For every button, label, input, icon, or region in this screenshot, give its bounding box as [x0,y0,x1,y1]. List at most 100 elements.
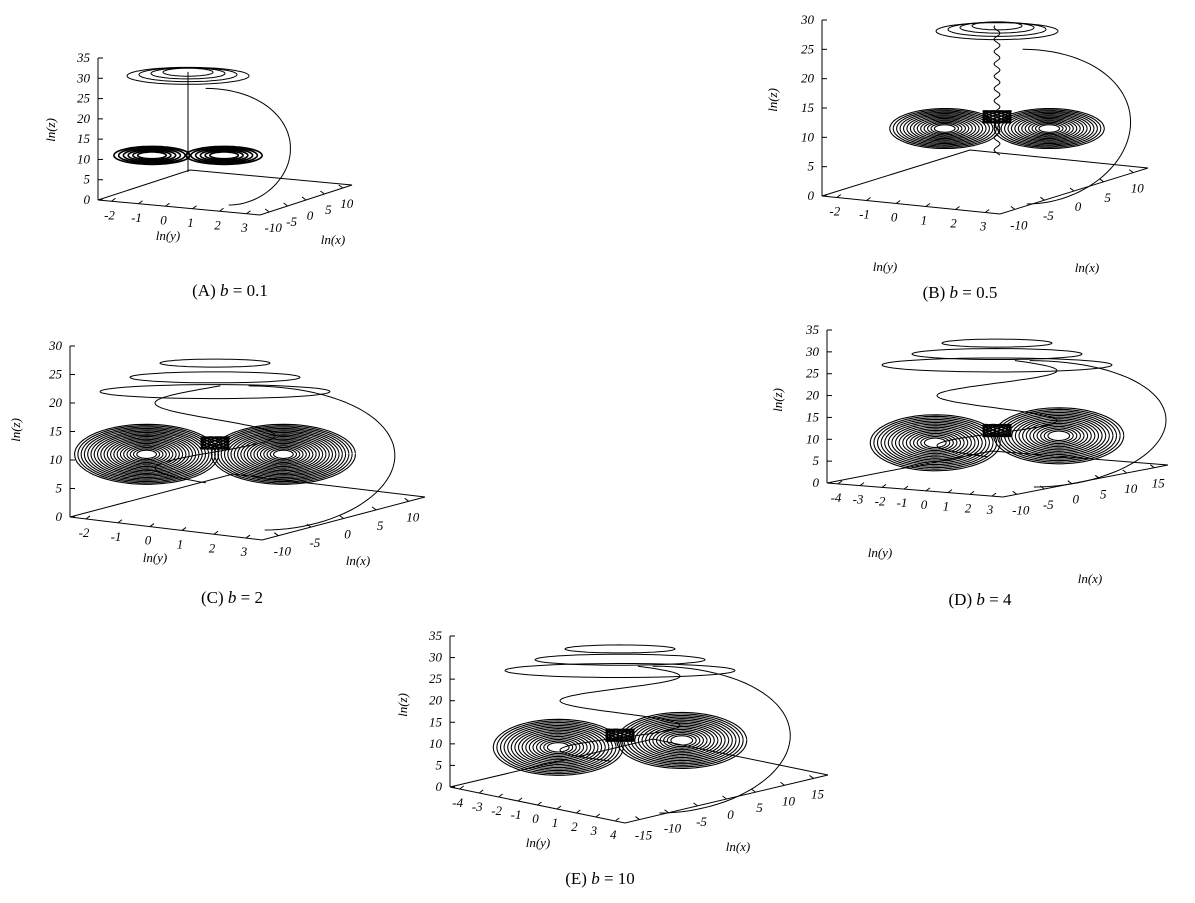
trajectory-path [927,121,963,136]
trajectory-path [889,107,1001,150]
x-tick-label: -5 [309,535,320,550]
y-tick-label: 3 [979,219,987,234]
trajectory-path [136,449,157,459]
trajectory-path [528,734,588,761]
x-tick-mark [301,196,307,201]
x-tick-mark [635,816,640,820]
trajectory-path [80,426,213,483]
trajectory-path [993,107,1105,150]
trajectory-path [248,385,396,531]
trajectory-path [892,109,997,148]
y-tick-label: 1 [921,213,928,228]
trajectory-path [525,732,592,762]
caption-value: 2 [255,588,264,607]
trajectory-path [250,440,317,469]
trajectory-path [645,724,719,757]
z-tick-label: 20 [806,388,820,403]
x-tick-label: -15 [635,828,653,843]
x-tick-mark [1040,196,1045,201]
x-tick-mark [338,184,344,189]
z-tick-label: 10 [806,431,820,446]
trajectory-path [1038,124,1061,133]
y-tick-label: 0 [921,497,928,512]
trajectory-path [873,415,998,470]
trajectory-path [159,358,271,368]
x-tick-label: 15 [811,786,825,801]
y-tick-mark [111,197,116,202]
trajectory-path [1010,114,1088,143]
x-tick-label: 0 [344,527,351,542]
x-axis-label: ln(x) [726,839,751,854]
trajectory-path [1031,121,1067,136]
x-tick-mark [371,506,377,511]
trajectory-path [237,434,330,474]
x-tick-mark [664,809,669,814]
x-tick-label: 10 [782,793,796,808]
trajectory-path [96,433,197,476]
caption-param: b [228,588,237,607]
y-tick-mark [969,490,975,495]
trajectory-path [891,423,980,462]
z-tick-label: 30 [800,12,815,27]
trajectory-path [546,742,570,753]
trajectory-path [129,446,164,462]
y-tick-mark [881,483,887,488]
z-tick-label: 10 [49,452,63,467]
trajectory-path [905,429,965,456]
trajectory-path [87,429,207,480]
y-tick-mark [85,515,91,520]
z-tick-label: 5 [84,172,91,187]
x-tick-mark [283,202,288,207]
y-tick-label: -2 [875,493,886,508]
trajectory-path [869,414,1001,472]
trajectory-path [504,663,736,678]
trajectory-path [90,430,203,479]
y-tick-label: 4 [610,827,617,842]
y-tick-mark [149,523,155,527]
y-tick-mark [895,200,901,204]
trajectory-path [209,151,240,160]
trajectory-path [1029,360,1167,488]
trajectory-path [77,425,216,484]
panel-caption: (E) b = 10 [565,869,635,888]
y-tick-label: -2 [829,204,840,219]
x-tick-label: -5 [1043,208,1054,223]
trajectory-path [220,427,347,481]
trajectory-path [492,718,624,776]
trajectory-path [1025,421,1092,451]
z-tick-label: 25 [806,366,820,381]
trajectory [74,358,396,531]
trajectory-path [204,150,244,161]
trajectory-path [93,431,200,477]
trajectory [492,644,791,814]
z-tick-label: 0 [808,188,815,203]
x-tick-label: 0 [727,807,734,822]
caption-value: 10 [618,869,635,888]
trajectory-path [194,147,254,163]
trajectory-path [162,67,214,77]
trajectory-path [916,434,954,452]
y-tick-mark [245,534,251,539]
trajectory-path [132,448,161,461]
trajectory-path [652,665,791,814]
y-tick-label: 1 [552,815,559,830]
panel-caption: (C) b = 2 [201,588,263,607]
x-tick-label: -5 [286,214,297,229]
trajectory-path [1018,418,1100,454]
z-tick-label: 30 [76,70,91,85]
y-tick-label: 1 [187,215,194,230]
x-tick-label: 10 [1124,481,1138,496]
x-tick-mark [722,795,727,800]
caption-value: 4 [1003,590,1012,609]
caption-value: 0.1 [247,281,268,300]
x-tick-label: 10 [406,509,420,524]
y-tick-mark [181,527,187,531]
panel-caption: (D) b = 4 [949,590,1012,609]
y-tick-mark [576,809,581,814]
x-tick-mark [693,802,698,807]
trajectory-path [126,445,167,464]
x-tick-label: -5 [696,814,707,829]
x-tick-mark [1010,205,1016,210]
trajectory-path [223,429,343,480]
